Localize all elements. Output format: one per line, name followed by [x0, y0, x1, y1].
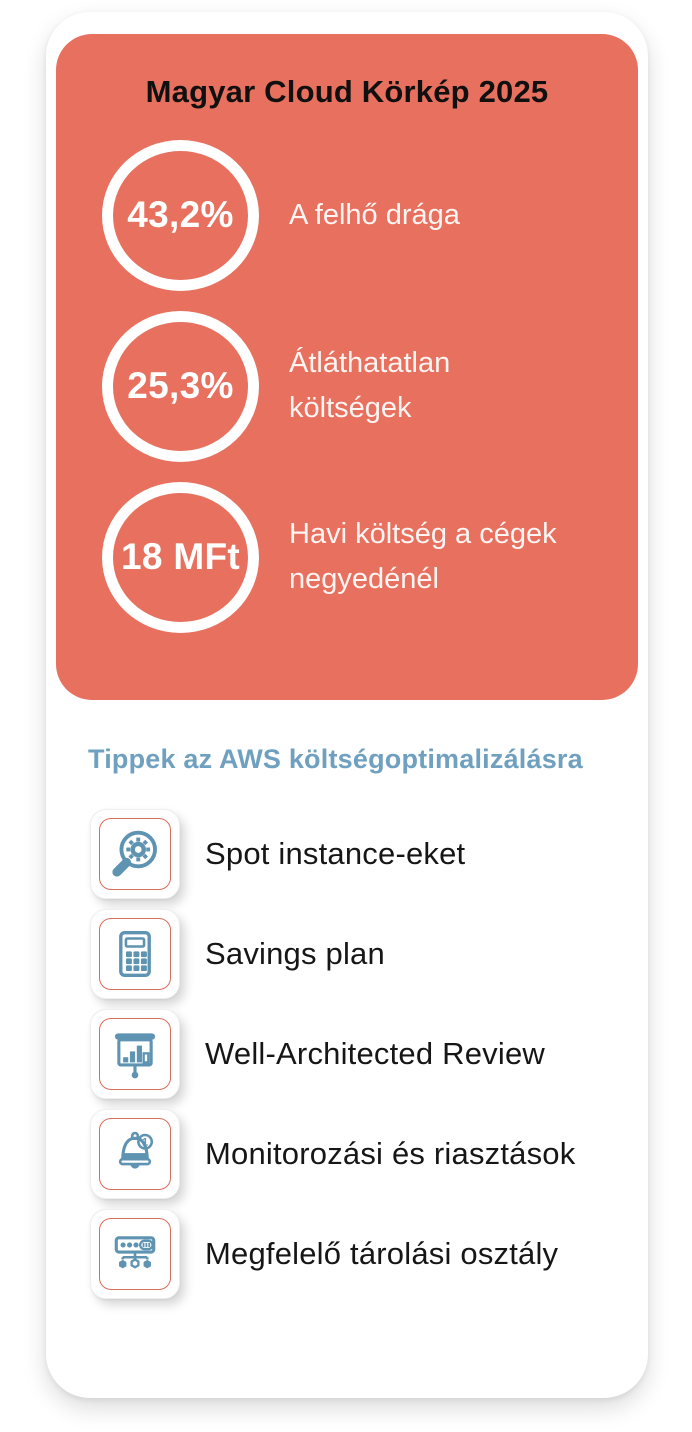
- icon-card: [90, 1209, 180, 1299]
- stat-circle: 43,2%: [102, 139, 259, 291]
- stat-label: Havi költség a cégek negyedénél: [289, 518, 557, 595]
- stat-circle: 18 MFt: [102, 481, 259, 633]
- icon-card: [90, 809, 180, 899]
- stat-row-cloud-expensive: 43,2% A felhő drága: [102, 139, 460, 291]
- tip-label: Spot instance-eket: [205, 836, 466, 871]
- calculator-icon: [119, 931, 151, 977]
- icon-card: [90, 909, 180, 999]
- presentation-chart-icon: [114, 1033, 156, 1079]
- tip-row-monitoring-alerts: 1 Monitorozási és riasztások: [90, 1109, 648, 1199]
- bell-notification-icon: 1: [118, 1131, 154, 1169]
- tip-label: Megfelelő tárolási osztály: [205, 1236, 559, 1271]
- tip-label: Monitorozási és riasztások: [205, 1136, 576, 1171]
- stat-circle: 25,3%: [102, 310, 259, 462]
- magnifier-gear-icon: [112, 830, 157, 877]
- storage-network-icon: [114, 1236, 156, 1269]
- stat-value: 43,2%: [127, 194, 234, 235]
- stat-value: 25,3%: [127, 365, 234, 406]
- tip-row-spot-instances: Spot instance-eket: [90, 809, 648, 899]
- icon-card: 1: [90, 1109, 180, 1199]
- stat-label: Átláthatatlan költségek: [289, 347, 451, 424]
- tip-row-well-architected-review: Well-Architected Review: [90, 1009, 648, 1099]
- icon-card: [90, 1009, 180, 1099]
- tip-row-savings-plan: Savings plan: [90, 909, 648, 999]
- stat-label: A felhő drága: [289, 198, 460, 231]
- infographic-card: Magyar Cloud Körkép 2025 43,2% A felhő d…: [46, 12, 648, 1398]
- stat-row-monthly-cost: 18 MFt Havi költség a cégek negyedénél: [102, 481, 579, 633]
- tip-label: Savings plan: [205, 936, 385, 971]
- stat-value: 18 MFt: [121, 536, 240, 577]
- hero-section: Magyar Cloud Körkép 2025 43,2% A felhő d…: [56, 34, 638, 700]
- tip-row-storage-class: Megfelelő tárolási osztály: [90, 1209, 648, 1299]
- tip-label: Well-Architected Review: [205, 1036, 545, 1071]
- tips-section: Tippek az AWS költségoptimalizálásra: [46, 700, 648, 1299]
- page-title: Magyar Cloud Körkép 2025: [145, 74, 549, 109]
- stat-row-opaque-costs: 25,3% Átláthatatlan költségek: [102, 310, 579, 462]
- notification-count: 1: [142, 1136, 148, 1148]
- tips-heading: Tippek az AWS költségoptimalizálásra: [88, 744, 583, 774]
